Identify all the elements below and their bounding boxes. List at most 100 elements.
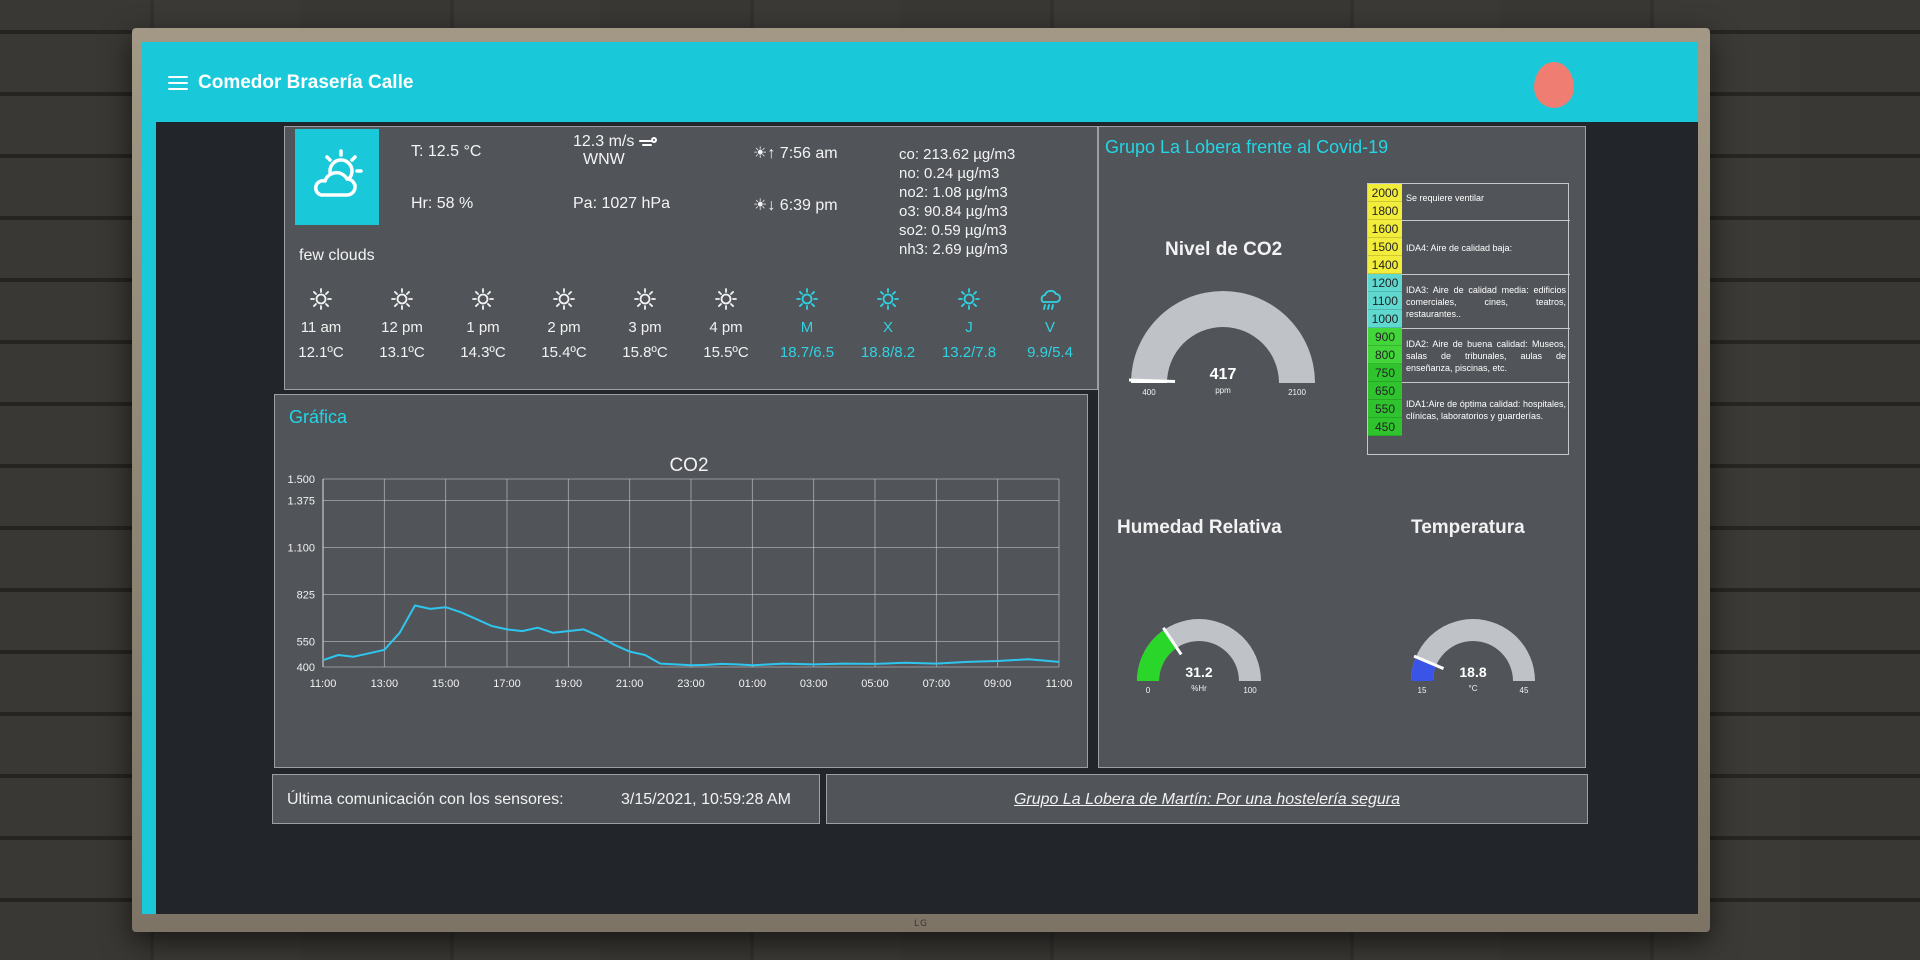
sun-icon [877, 288, 899, 310]
forecast-time-label: J [965, 319, 973, 336]
forecast-time-label: 3 pm [628, 319, 662, 336]
x-tick-label: 21:00 [616, 678, 644, 690]
y-tick-label: 1.375 [287, 495, 315, 507]
hamburger-menu-icon[interactable] [168, 76, 188, 90]
rain-cloud-icon [1040, 289, 1061, 310]
gauge-min-label: 15 [1418, 686, 1427, 695]
x-tick-label: 11:00 [310, 678, 337, 690]
legend-level-cell: 650 [1368, 382, 1402, 400]
forecast-temperature: 18.8/8.2 [860, 344, 916, 361]
hourly-forecast-item: 12 pm 13.1ºC [362, 287, 442, 361]
hourly-forecast-item: 4 pm 15.5ºC [686, 287, 766, 361]
graph-panel: Gráfica CO2 400 550 825 1.100 1.375 1.500 11:… [274, 394, 1088, 768]
air-quality-item: co: 213.62 µg/m3 [899, 146, 1016, 163]
partly-cloudy-day-icon [314, 149, 363, 197]
legend-level-cell: 750 [1368, 364, 1402, 382]
gauge-max-label: 100 [1243, 686, 1257, 695]
legend-note: IDA4: Aire de calidad baja: [1406, 243, 1513, 253]
x-tick-label: 13:00 [371, 678, 399, 690]
app-title: Comedor Brasería Calle [198, 72, 414, 93]
legend-level-cell: 550 [1368, 400, 1402, 418]
legend-divider [1402, 220, 1570, 221]
co2-gauge: 417 ppm 400 2100 [1128, 291, 1315, 397]
forecast-time-label: 12 pm [381, 319, 423, 336]
pressure-reading: Pa: 1027 hPa [573, 195, 670, 212]
sun-icon [715, 288, 737, 310]
x-tick-label: 23:00 [677, 678, 705, 690]
forecast-temperature: 15.5ºC [703, 344, 749, 361]
hourly-forecast-item: 2 pm 15.4ºC [524, 287, 604, 361]
forecast-temperature: 13.2/7.8 [941, 344, 997, 361]
legend-level-cell: 1200 [1368, 274, 1402, 292]
covid-panel: Grupo La Lobera frente al Covid-19 Nivel… [1098, 126, 1586, 768]
gauge-needle [1128, 378, 1176, 383]
sun-icon [796, 288, 818, 310]
group-safety-link[interactable]: Grupo La Lobera de Martín: Por una hoste… [1013, 791, 1400, 808]
legend-level-cell: 450 [1368, 418, 1402, 436]
legend-note: IDA3: Aire de calidad media: edificios c… [1406, 285, 1566, 319]
gauge-unit: °C [1469, 684, 1478, 693]
air-quality-list: co: 213.62 µg/m3 no: 0.24 µg/m3 no2: 1.0… [899, 145, 1015, 259]
weather-condition: few clouds [299, 247, 375, 264]
co2-series-line [322, 604, 1060, 667]
forecast-temperature: 13.1ºC [379, 344, 425, 361]
sun-icon [310, 288, 332, 310]
legend-level-cell: 1800 [1368, 202, 1402, 220]
forecast-time-label: 11 am [300, 319, 342, 336]
forecast-time-label: V [1044, 319, 1055, 336]
chart-grid [322, 478, 1060, 668]
daily-forecast-item: X 18.8/8.2 [848, 287, 928, 361]
co2-levels-legend: 2000 1800 1600 1500 1400 1200 1100 1000 900 800 75… [1367, 183, 1570, 455]
x-tick-label: 01:00 [739, 678, 767, 690]
covid-panel-title: Grupo La Lobera frente al Covid-19 [1105, 137, 1389, 157]
forecast-temperature: 15.4ºC [541, 344, 587, 361]
legend-note: IDA1:Aire de óptima calidad: hospitales,… [1406, 399, 1566, 421]
legend-level-cell: 1600 [1368, 220, 1402, 238]
x-tick-label: 05:00 [861, 678, 889, 690]
gauge-max-label: 2100 [1288, 388, 1306, 397]
legend-value-column: 2000 1800 1600 1500 1400 1200 1100 1000 900 800 75… [1368, 184, 1402, 436]
legend-level-cell: 900 [1368, 328, 1402, 346]
chart-title: CO2 [669, 455, 708, 476]
temperature-gauge: 18.8 °C 15 45 [1411, 619, 1535, 695]
wind-speed-reading: 12.3 m/s [573, 133, 657, 151]
forecast-temperature: 18.7/6.5 [779, 344, 835, 361]
chart-y-axis: 400 550 825 1.100 1.375 1.500 [287, 474, 315, 674]
gauge-track [1131, 291, 1315, 383]
forecast-time-label: M [800, 319, 814, 336]
tv-brand-logo: LG [914, 919, 928, 929]
chart-x-axis: 11:00 13:00 15:00 17:00 19:00 21:00 23:00 01:00… [310, 678, 1073, 690]
forecast-temperature: 15.8ºC [622, 344, 668, 361]
gauge-value: 31.2 [1185, 664, 1212, 680]
forecast-time-label: 1 pm [466, 319, 500, 336]
weather-icon-box [295, 129, 379, 225]
forecast-temperature: 9.9/5.4 [1027, 344, 1073, 361]
air-quality-item: no2: 1.08 µg/m3 [899, 184, 1008, 201]
daily-forecast-item: M 18.7/6.5 [767, 287, 847, 361]
legend-level-cell: 1400 [1368, 256, 1402, 274]
y-tick-label: 550 [297, 636, 315, 648]
legend-note: Se requiere ventilar [1406, 193, 1485, 203]
gauge-fill [1137, 629, 1177, 681]
air-quality-item: no: 0.24 µg/m3 [899, 165, 1000, 182]
sunrise-icon: ☀↑ [753, 145, 776, 162]
hourly-forecast-item: 11 am 12.1ºC [281, 287, 361, 361]
forecast-temperature: 14.3ºC [460, 344, 506, 361]
x-tick-label: 19:00 [555, 678, 583, 690]
gauge-unit: ppm [1215, 386, 1231, 395]
legend-divider [1402, 382, 1570, 383]
gauge-value: 417 [1210, 366, 1237, 383]
x-tick-label: 09:00 [984, 678, 1012, 690]
air-quality-item: o3: 90.84 µg/m3 [899, 203, 1008, 220]
temperature-gauge-title: Temperatura [1411, 517, 1525, 538]
x-tick-label: 15:00 [432, 678, 460, 690]
humidity-reading: Hr: 58 % [411, 195, 474, 212]
app-header: Comedor Brasería Calle [142, 42, 1698, 122]
gauge-value: 18.8 [1459, 664, 1486, 680]
sunset-reading: ☀↓ 6:39 pm [753, 197, 838, 214]
gauge-min-label: 0 [1146, 686, 1151, 695]
legend-level-cell: 800 [1368, 346, 1402, 364]
daily-forecast-item: J 13.2/7.8 [929, 287, 1009, 361]
x-tick-label: 17:00 [493, 678, 521, 690]
